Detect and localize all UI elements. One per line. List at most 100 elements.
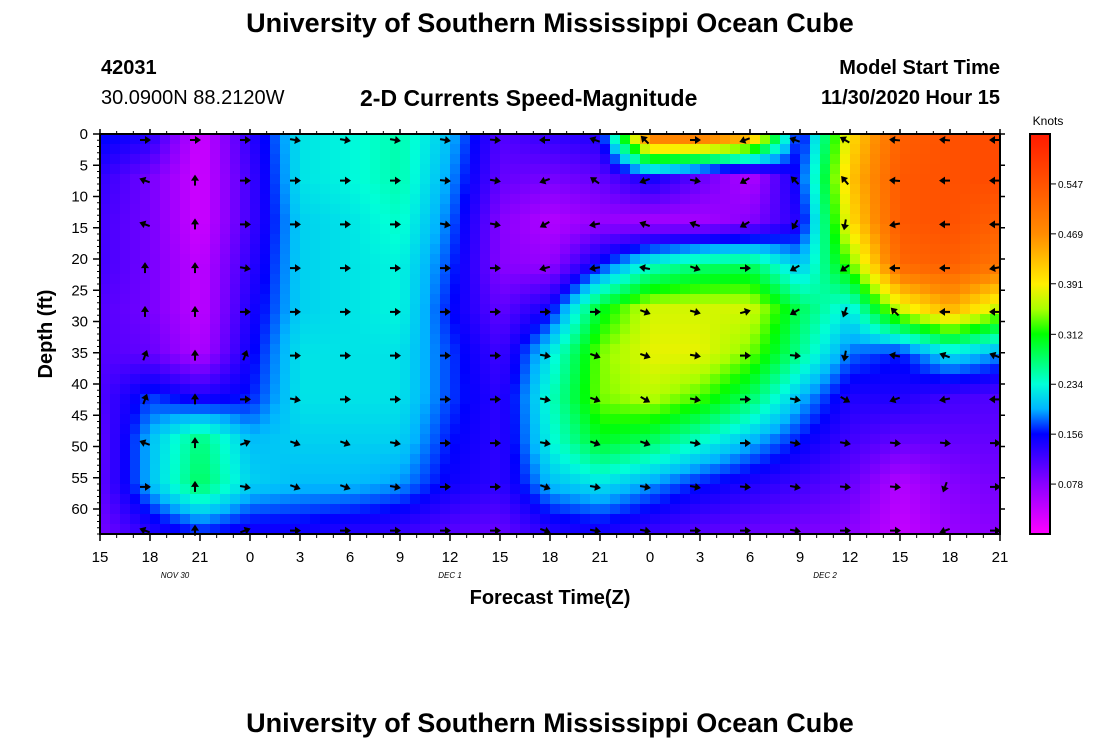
heatmap-cell bbox=[730, 214, 741, 225]
direction-arrow bbox=[639, 308, 651, 316]
heatmap-cell bbox=[910, 434, 921, 445]
heatmap-cell bbox=[420, 184, 431, 195]
heatmap-cell bbox=[330, 254, 341, 265]
heatmap-cell bbox=[250, 404, 261, 415]
heatmap-cell bbox=[750, 514, 761, 525]
heatmap-cell bbox=[750, 154, 761, 165]
direction-arrow bbox=[539, 136, 550, 144]
arrow-head bbox=[244, 482, 251, 491]
heatmap-cell bbox=[660, 514, 671, 525]
heatmap-cell bbox=[410, 524, 421, 535]
heatmap-cell bbox=[780, 524, 791, 535]
y-tick-label: 10 bbox=[71, 189, 88, 206]
heatmap-cell bbox=[430, 404, 441, 415]
heatmap-cell bbox=[170, 504, 181, 515]
heatmap-cell bbox=[380, 234, 391, 245]
heatmap-cell bbox=[520, 454, 531, 465]
heatmap-cell bbox=[110, 234, 121, 245]
heatmap-cell bbox=[740, 374, 751, 385]
heatmap-cell bbox=[320, 244, 331, 255]
heatmap-cell bbox=[860, 184, 871, 195]
direction-arrow bbox=[139, 439, 151, 447]
heatmap-cell bbox=[990, 264, 1001, 275]
direction-arrow bbox=[390, 351, 401, 360]
heatmap-cell bbox=[260, 374, 271, 385]
direction-arrow bbox=[539, 176, 551, 185]
heatmap-cell bbox=[710, 414, 721, 425]
heatmap-cell bbox=[710, 454, 721, 465]
heatmap-cell bbox=[670, 304, 681, 315]
heatmap-cell bbox=[900, 244, 911, 255]
heatmap-cell bbox=[200, 454, 211, 465]
heatmap-cell bbox=[440, 214, 451, 225]
heatmap-cell bbox=[530, 254, 541, 265]
heatmap-cell bbox=[580, 464, 591, 475]
arrow-head bbox=[689, 220, 697, 229]
direction-arrow bbox=[689, 220, 701, 229]
heatmap-cell bbox=[640, 154, 651, 165]
heatmap-cell bbox=[440, 194, 451, 205]
heatmap-cell bbox=[450, 364, 461, 375]
heatmap-cell bbox=[150, 244, 161, 255]
heatmap-cell bbox=[230, 444, 241, 455]
heatmap-cell bbox=[220, 364, 231, 375]
heatmap-cell bbox=[120, 244, 131, 255]
heatmap-cell bbox=[820, 164, 831, 175]
heatmap-cell bbox=[790, 494, 801, 505]
heatmap-cell bbox=[930, 274, 941, 285]
heatmap-cell bbox=[630, 264, 641, 275]
arrow-head bbox=[694, 482, 701, 491]
heatmap-cell bbox=[800, 174, 811, 185]
heatmap-cell bbox=[210, 444, 221, 455]
heatmap-cell bbox=[180, 414, 191, 425]
heatmap-cell bbox=[160, 374, 171, 385]
heatmap-cell bbox=[310, 254, 321, 265]
heatmap-cell bbox=[450, 474, 461, 485]
heatmap-cell bbox=[250, 164, 261, 175]
heatmap-cell bbox=[620, 154, 631, 165]
heatmap-cell bbox=[420, 464, 431, 475]
heatmap-cell bbox=[570, 504, 581, 515]
direction-arrow bbox=[289, 136, 301, 144]
heatmap-cell bbox=[600, 394, 611, 405]
heatmap-cell bbox=[660, 424, 671, 435]
heatmap-cell bbox=[880, 384, 891, 395]
heatmap-cell bbox=[860, 324, 871, 335]
heatmap-cell bbox=[680, 474, 691, 485]
heatmap-cell bbox=[300, 244, 311, 255]
heatmap-cell bbox=[380, 474, 391, 485]
heatmap-cell bbox=[550, 374, 561, 385]
heatmap-cell bbox=[780, 464, 791, 475]
heatmap-cell bbox=[200, 344, 211, 355]
heatmap-cell bbox=[810, 274, 821, 285]
heatmap-cell bbox=[480, 264, 491, 275]
heatmap-cell bbox=[400, 184, 411, 195]
heatmap-cell bbox=[320, 154, 331, 165]
heatmap-cell bbox=[590, 374, 601, 385]
heatmap-cell bbox=[360, 354, 371, 365]
heatmap-cell bbox=[540, 464, 551, 475]
heatmap-cell bbox=[240, 464, 251, 475]
heatmap-cell bbox=[120, 144, 131, 155]
heatmap-cell bbox=[430, 394, 441, 405]
heatmap-cell bbox=[420, 254, 431, 265]
heatmap-cell bbox=[910, 334, 921, 345]
arrow-head bbox=[141, 349, 149, 357]
heatmap-cell bbox=[960, 504, 971, 515]
heatmap-cell bbox=[230, 264, 241, 275]
heatmap-cell bbox=[410, 434, 421, 445]
heatmap-cell bbox=[260, 244, 271, 255]
heatmap-cell bbox=[250, 324, 261, 335]
heatmap-cell bbox=[250, 514, 261, 525]
heatmap-cell bbox=[190, 254, 201, 265]
arrow-head bbox=[245, 176, 251, 185]
heatmap-cell bbox=[720, 324, 731, 335]
heatmap-cell bbox=[920, 194, 931, 205]
heatmap-cell bbox=[170, 344, 181, 355]
heatmap-cell bbox=[250, 174, 261, 185]
direction-arrow bbox=[539, 395, 551, 404]
heatmap-cell bbox=[950, 384, 961, 395]
heatmap-cell bbox=[880, 194, 891, 205]
heatmap-cell bbox=[250, 154, 261, 165]
heatmap-cell bbox=[320, 304, 331, 315]
